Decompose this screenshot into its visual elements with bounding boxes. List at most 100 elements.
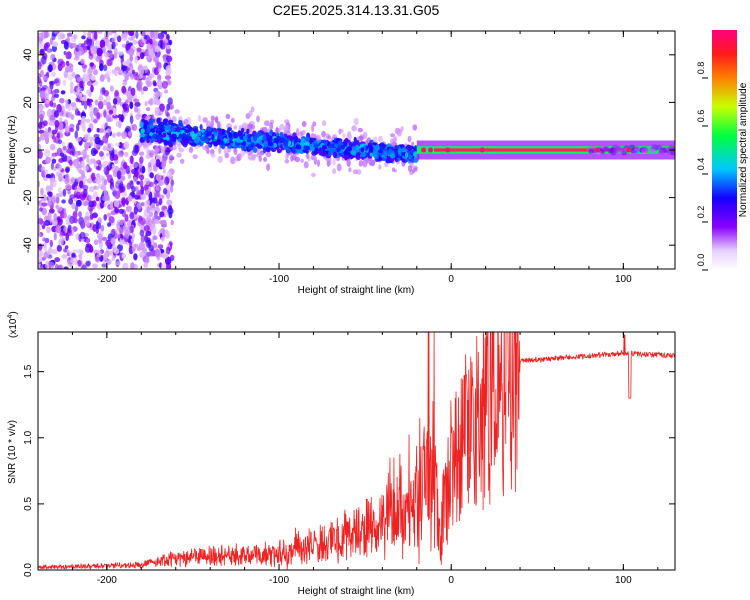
- noise-mark: [96, 159, 102, 165]
- broadband-halo-mark: [236, 153, 242, 162]
- noise-mark: [41, 55, 47, 65]
- noise-mark: [134, 101, 141, 107]
- noise-mark: [139, 52, 145, 60]
- noise-mark: [152, 216, 156, 221]
- noise-mark: [89, 111, 94, 118]
- noise-mark: [78, 253, 83, 261]
- noise-mark: [111, 37, 116, 44]
- noise-mark: [140, 202, 145, 207]
- noise-mark: [48, 213, 52, 220]
- noise-mark: [86, 178, 93, 184]
- noise-mark: [73, 34, 78, 40]
- noise-mark: [38, 243, 43, 251]
- colorbar-gradient: [712, 30, 737, 270]
- noise-mark: [157, 81, 162, 86]
- noise-mark: [122, 262, 129, 269]
- noise-mark: [88, 200, 95, 208]
- broadband-mark: [331, 148, 337, 153]
- noise-mark: [117, 114, 123, 119]
- noise-mark: [105, 152, 111, 157]
- noise-mark: [154, 219, 158, 225]
- noise-mark: [83, 165, 89, 171]
- noise-mark: [51, 152, 58, 157]
- noise-mark: [67, 190, 71, 195]
- broadband-halo-mark: [252, 153, 258, 158]
- broadband-halo-mark: [198, 114, 202, 122]
- broadband-halo-mark: [266, 163, 271, 171]
- noise-mark: [69, 127, 75, 133]
- noise-mark: [38, 121, 43, 130]
- noise-mark: [112, 114, 119, 119]
- noise-mark: [71, 252, 76, 258]
- noise-mark: [96, 127, 100, 133]
- colorbar-tick-label: 0.4: [696, 158, 706, 171]
- noise-mark: [153, 56, 159, 63]
- x-tick-label: -100: [269, 575, 289, 586]
- noise-mark: [59, 97, 65, 104]
- noise-mark: [69, 159, 73, 166]
- noise-mark: [137, 166, 141, 173]
- noise-mark: [109, 178, 114, 186]
- noise-mark: [40, 263, 44, 269]
- noise-mark: [104, 42, 109, 50]
- noise-mark: [109, 85, 114, 92]
- noise-mark: [49, 115, 55, 121]
- narrowband-tail-mark: [649, 148, 656, 154]
- noise-mark: [67, 113, 72, 119]
- noise-mark: [155, 201, 160, 207]
- noise-mark: [128, 36, 134, 41]
- noise-mark: [145, 239, 152, 248]
- y-tick-label: 1.0: [23, 430, 34, 444]
- noise-mark: [55, 225, 62, 234]
- noise-mark: [58, 158, 65, 163]
- noise-mark: [110, 228, 116, 237]
- broadband-mark: [322, 152, 327, 157]
- noise-mark: [47, 86, 51, 96]
- noise-mark: [62, 79, 67, 86]
- noise-mark: [38, 61, 42, 70]
- noise-mark: [68, 142, 72, 149]
- noise-mark: [89, 213, 94, 220]
- noise-mark: [54, 263, 59, 269]
- noise-mark: [168, 39, 173, 46]
- noise-mark: [109, 201, 114, 211]
- broadband-halo-mark: [378, 164, 382, 170]
- broadband-mark: [199, 124, 203, 130]
- noise-mark: [159, 220, 166, 225]
- noise-mark: [98, 140, 104, 146]
- broadband-halo-mark: [390, 138, 394, 145]
- noise-mark: [139, 179, 144, 189]
- noise-mark: [98, 151, 104, 157]
- broadband-mark: [328, 151, 332, 157]
- broadband-mark: [373, 151, 378, 159]
- noise-mark: [87, 159, 93, 166]
- noise-mark: [80, 221, 85, 230]
- broadband-halo-mark: [233, 148, 238, 156]
- noise-mark: [58, 238, 64, 246]
- noise-mark: [108, 250, 113, 256]
- broadband-mark: [383, 151, 388, 156]
- narrowband-peak: [421, 147, 427, 153]
- noise-mark: [146, 80, 152, 88]
- noise-mark: [53, 31, 58, 34]
- noise-mark: [113, 107, 117, 116]
- noise-mark: [124, 74, 129, 81]
- broadband-mark: [269, 129, 273, 134]
- broadband-halo-mark: [144, 101, 148, 107]
- noise-mark: [168, 159, 173, 165]
- noise-mark: [62, 188, 67, 197]
- snr-series-line: [38, 332, 675, 570]
- noise-mark: [38, 214, 42, 219]
- noise-mark: [95, 177, 102, 185]
- broadband-mark: [146, 138, 150, 144]
- broadband-mark: [172, 133, 177, 140]
- noise-mark: [48, 246, 53, 254]
- noise-mark: [117, 51, 124, 56]
- noise-mark: [133, 253, 138, 261]
- broadband-mark: [262, 135, 267, 143]
- broadband-mark: [304, 140, 310, 146]
- broadband-mark: [163, 118, 169, 124]
- noise-mark: [50, 71, 57, 78]
- broadband-halo-mark: [275, 126, 279, 134]
- noise-mark: [155, 159, 161, 168]
